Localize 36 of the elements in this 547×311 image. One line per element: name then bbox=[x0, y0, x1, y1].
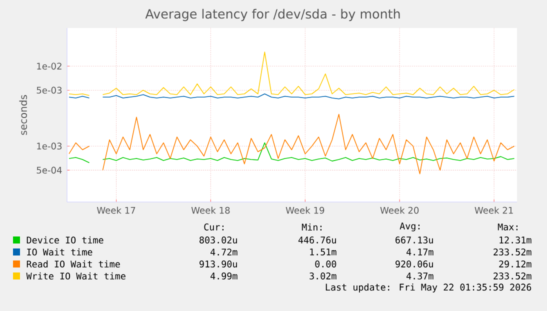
text: Avg: bbox=[400, 222, 420, 232]
legend-label: Write IO Wait time bbox=[26, 272, 126, 280]
x-tick-label: Week 19 bbox=[286, 206, 324, 214]
x-tick-label: Week 20 bbox=[380, 206, 419, 214]
x-tick-label: Week 17 bbox=[96, 206, 136, 214]
legend-label: Device IO time bbox=[26, 236, 104, 244]
text: 667.13u bbox=[396, 236, 433, 244]
text: 29.12m bbox=[499, 260, 532, 268]
y-axis-title: seconds bbox=[19, 95, 27, 135]
y-tick-label: 1e-03 bbox=[37, 142, 62, 150]
text: 0.00 bbox=[315, 260, 336, 268]
text: 4.72m bbox=[210, 248, 238, 256]
text: 233.52m bbox=[494, 248, 532, 256]
text: Min: bbox=[302, 224, 322, 230]
text: 12.31m bbox=[500, 236, 532, 244]
text: 803.02u bbox=[200, 236, 237, 244]
text: Last update: Fri May 22 01:35:59 2026 bbox=[326, 284, 532, 292]
text: 3.02m bbox=[310, 272, 336, 280]
text: 4.37m bbox=[406, 272, 434, 280]
chart-title: Average latency for /dev/sda - by month bbox=[145, 8, 400, 22]
legend-label: Read IO Wait time bbox=[26, 260, 120, 268]
x-tick-label: Week 18 bbox=[191, 206, 230, 214]
y-tick-label: 5e-03 bbox=[36, 86, 62, 94]
text: Max: bbox=[498, 224, 518, 230]
text: 4.17m bbox=[406, 248, 434, 256]
legend-label: IO Wait time bbox=[27, 248, 92, 256]
text: Cur: bbox=[204, 224, 224, 230]
y-tick-label: 1e-02 bbox=[37, 62, 62, 70]
text: 4.99m bbox=[210, 272, 238, 280]
text: 1.51m bbox=[310, 248, 336, 256]
text: 233.52m bbox=[494, 272, 532, 280]
text: 920.06u bbox=[396, 260, 433, 268]
text: 913.90u bbox=[200, 260, 237, 268]
text: 446.76u bbox=[298, 236, 336, 244]
x-tick-label: Week 21 bbox=[474, 206, 513, 214]
y-tick-label: 5e-04 bbox=[36, 166, 62, 174]
